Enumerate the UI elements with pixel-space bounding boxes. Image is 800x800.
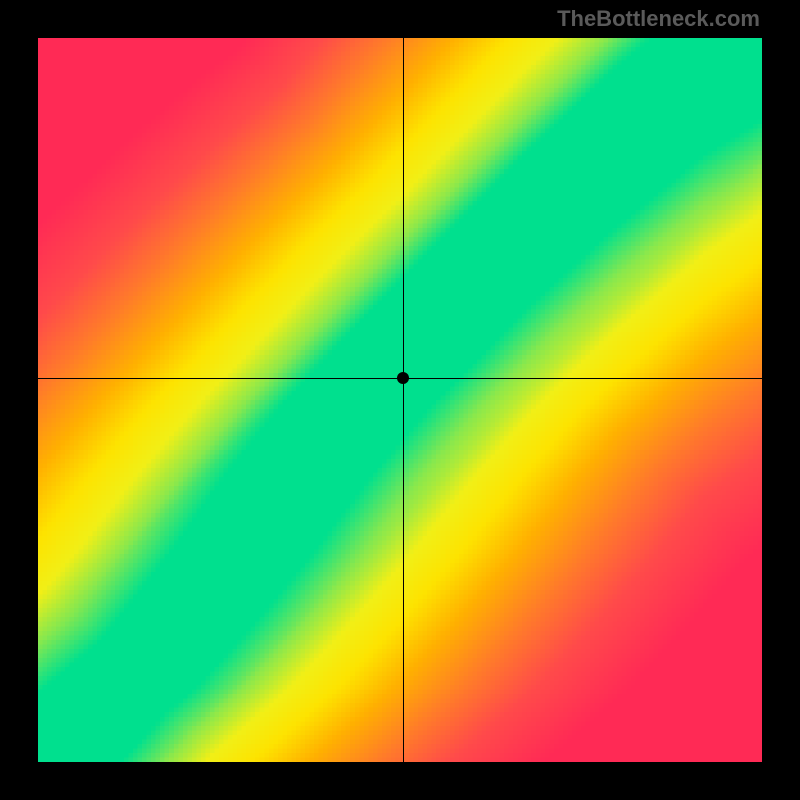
heatmap-canvas — [38, 38, 762, 762]
watermark-text: TheBottleneck.com — [557, 6, 760, 32]
crosshair-vertical — [403, 38, 404, 762]
heatmap-plot-area — [38, 38, 762, 762]
